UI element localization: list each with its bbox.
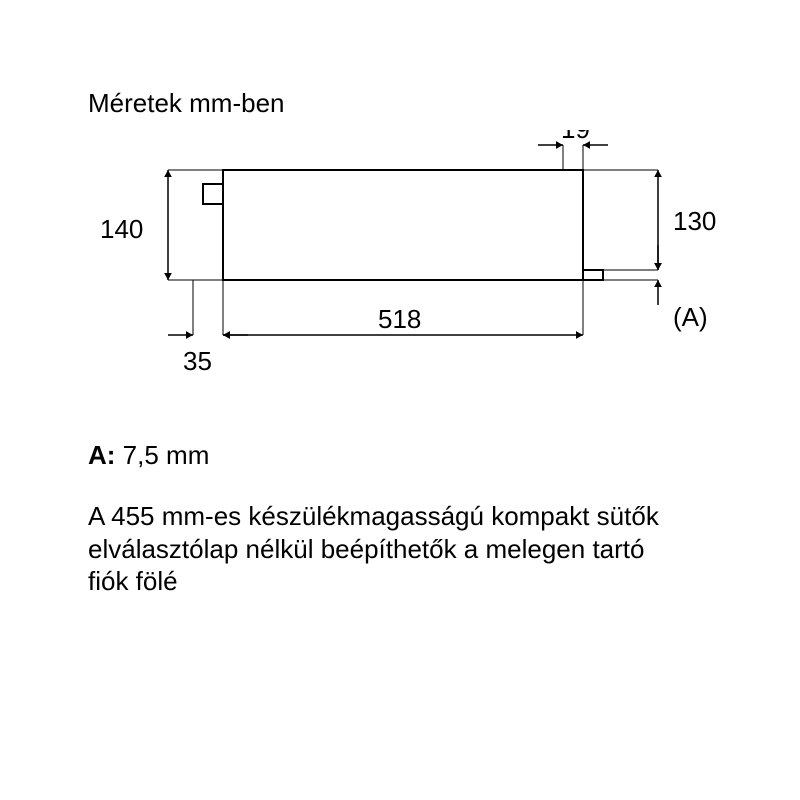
svg-text:35: 35: [183, 346, 212, 376]
note-a: A: 7,5 mm: [88, 440, 209, 471]
svg-text:(A): (A): [673, 302, 708, 332]
note-a-value: 7,5 mm: [123, 440, 210, 470]
svg-text:19: 19: [561, 130, 590, 144]
dimension-diagram: 1403551819130(A): [88, 130, 712, 380]
svg-text:130: 130: [673, 206, 716, 236]
title: Méretek mm-ben: [88, 88, 285, 119]
svg-text:518: 518: [378, 304, 421, 334]
note-a-label: A:: [88, 440, 115, 470]
svg-text:140: 140: [100, 214, 143, 244]
description: A 455 mm-es készülékmagasságú kompakt sü…: [88, 500, 688, 598]
